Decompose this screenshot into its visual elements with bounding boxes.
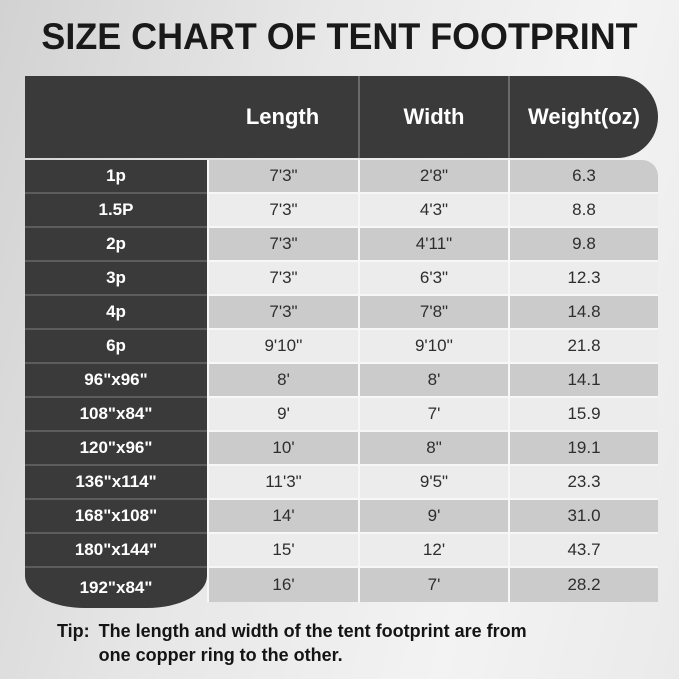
width-cell: 9' <box>358 500 508 534</box>
weight-cell: 19.1 <box>508 432 658 466</box>
weight-cell: 23.3 <box>508 466 658 500</box>
weight-cell: 43.7 <box>508 534 658 568</box>
weight-cell: 31.0 <box>508 500 658 534</box>
length-cell: 7'3" <box>207 194 358 228</box>
row-label-cell: 6p <box>25 330 207 364</box>
tip-text: The length and width of the tent footpri… <box>99 620 527 668</box>
table-row: 96"x96" 8' 8' 14.1 <box>25 364 658 398</box>
row-label-cell: 180"x144" <box>25 534 207 568</box>
table-row: 120"x96" 10' 8" 19.1 <box>25 432 658 466</box>
column-header-weight: Weight(oz) <box>508 76 658 158</box>
table-row: 6p 9'10'' 9'10'' 21.8 <box>25 330 658 364</box>
table-row: 1p 7'3" 2'8" 6.3 <box>25 160 658 194</box>
row-label-cell: 108"x84" <box>25 398 207 432</box>
weight-cell: 6.3 <box>508 160 658 194</box>
length-cell: 7'3" <box>207 160 358 194</box>
length-cell: 9'10'' <box>207 330 358 364</box>
length-cell: 10' <box>207 432 358 466</box>
size-chart-table: Length Width Weight(oz) 1p 7'3" 2'8" 6.3… <box>25 76 658 608</box>
table-row: 1.5P 7'3" 4'3" 8.8 <box>25 194 658 228</box>
length-cell: 15' <box>207 534 358 568</box>
table-header: Length Width Weight(oz) <box>25 76 658 158</box>
column-header-length: Length <box>245 104 320 129</box>
width-cell: 8" <box>358 432 508 466</box>
table-row: 168"x108" 14' 9' 31.0 <box>25 500 658 534</box>
width-cell: 4'3" <box>358 194 508 228</box>
width-cell: 4'11" <box>358 228 508 262</box>
width-cell: 8' <box>358 364 508 398</box>
table-row: 4p 7'3" 7'8" 14.8 <box>25 296 658 330</box>
tip-prefix: Tip: <box>57 621 90 641</box>
weight-cell: 14.1 <box>508 364 658 398</box>
width-cell: 9'5" <box>358 466 508 500</box>
table-row: 108"x84" 9' 7' 15.9 <box>25 398 658 432</box>
header-spacer <box>25 76 207 158</box>
length-cell: 8' <box>207 364 358 398</box>
tip-line-1: The length and width of the tent footpri… <box>98 621 527 641</box>
width-cell: 7' <box>358 398 508 432</box>
tip-note: Tip: The length and width of the tent fo… <box>57 620 527 668</box>
width-cell: 12' <box>358 534 508 568</box>
length-cell: 7'3" <box>207 228 358 262</box>
table-row: 136"x114" 11'3" 9'5" 23.3 <box>25 466 658 500</box>
row-label-cell: 96"x96" <box>25 364 207 398</box>
row-label-cell: 120"x96" <box>25 432 207 466</box>
weight-cell: 28.2 <box>508 568 658 602</box>
weight-cell: 9.8 <box>508 228 658 262</box>
row-label-cell: 1.5P <box>25 194 207 228</box>
row-label-cell: 3p <box>25 262 207 296</box>
tip-line-2: one copper ring to the other. <box>98 644 343 665</box>
row-label-cell: 192"x84" <box>25 568 207 608</box>
column-header-width: Width <box>358 76 508 158</box>
width-cell: 2'8" <box>358 160 508 194</box>
weight-cell: 15.9 <box>508 398 658 432</box>
row-label-cell: 1p <box>25 160 207 194</box>
page-title: SIZE CHART OF TENT FOOTPRINT <box>41 16 638 57</box>
length-cell: 7'3" <box>207 262 358 296</box>
weight-cell: 21.8 <box>508 330 658 364</box>
width-cell: 7' <box>358 568 508 602</box>
length-cell: 16' <box>207 568 358 602</box>
weight-cell: 8.8 <box>508 194 658 228</box>
weight-cell: 14.8 <box>508 296 658 330</box>
weight-cell: 12.3 <box>508 262 658 296</box>
table-row: 192"x84" 16' 7' 28.2 <box>25 568 658 608</box>
row-label-cell: 4p <box>25 296 207 330</box>
table-row: 3p 7'3" 6'3" 12.3 <box>25 262 658 296</box>
width-cell: 9'10'' <box>358 330 508 364</box>
table-row: 2p 7'3" 4'11" 9.8 <box>25 228 658 262</box>
row-label-cell: 136"x114" <box>25 466 207 500</box>
width-cell: 7'8" <box>358 296 508 330</box>
table-row: 180"x144" 15' 12' 43.7 <box>25 534 658 568</box>
length-cell: 14' <box>207 500 358 534</box>
table-body: 1p 7'3" 2'8" 6.3 1.5P 7'3" 4'3" 8.8 2p 7… <box>25 160 658 608</box>
row-label-cell: 2p <box>25 228 207 262</box>
length-cell: 9' <box>207 398 358 432</box>
width-cell: 6'3" <box>358 262 508 296</box>
length-cell: 7'3" <box>207 296 358 330</box>
row-label-cell: 168"x108" <box>25 500 207 534</box>
length-cell: 11'3" <box>207 466 358 500</box>
